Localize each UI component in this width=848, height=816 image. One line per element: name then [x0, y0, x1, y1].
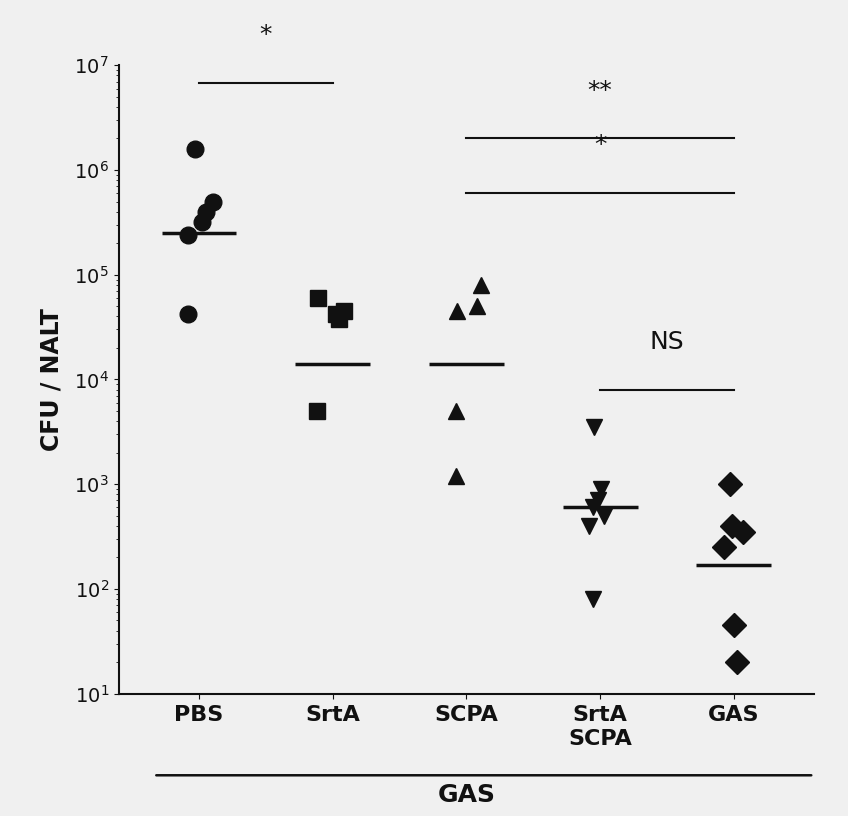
- Text: NS: NS: [650, 330, 684, 353]
- Text: *: *: [259, 23, 272, 47]
- Text: **: **: [588, 78, 612, 103]
- Text: *: *: [594, 133, 606, 157]
- Y-axis label: CFU / NALT: CFU / NALT: [39, 308, 63, 451]
- Text: GAS: GAS: [438, 783, 495, 807]
